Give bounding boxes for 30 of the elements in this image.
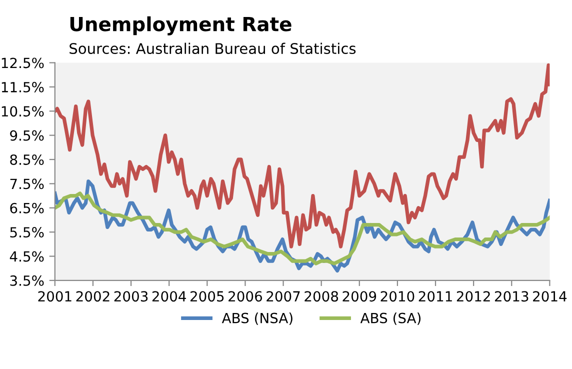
y-tick-label: 6.5%: [10, 202, 44, 214]
legend-label: ABS (SA): [360, 312, 421, 325]
x-tick-label: 2001: [38, 291, 72, 302]
x-tick-label: 2007: [266, 291, 300, 302]
y-tick-label: 12.5%: [2, 58, 44, 68]
x-tick-label: 2013: [494, 291, 528, 302]
x-tick-label: 2014: [533, 291, 567, 302]
x-tick-label: 2012: [456, 291, 490, 302]
y-tick-label: 10.5%: [2, 106, 44, 117]
x-tick-label: 2009: [342, 291, 376, 302]
y-tick-label: 11.5%: [2, 82, 44, 92]
chart-subtitle: Sources: Australian Bureau of Statistics: [70, 42, 356, 54]
x-tick-label: 2011: [418, 291, 452, 302]
line-series: [54, 63, 550, 248]
x-tick-label: 2010: [380, 291, 414, 302]
x-tick-label: 2006: [228, 291, 262, 302]
x-tick-label: 2008: [304, 291, 338, 302]
y-tick-label: 7.5%: [10, 178, 44, 190]
y-tick-label: 8.5%: [10, 154, 44, 165]
x-tick-label: 2002: [76, 291, 110, 302]
legend-label: ABS (NSA): [222, 312, 292, 325]
y-tick-label: 4.5%: [10, 251, 44, 262]
y-tick-label: 5.5%: [10, 227, 44, 238]
x-tick-label: 2005: [190, 291, 224, 302]
y-tick-label: 9.5%: [10, 130, 44, 141]
x-tick-label: 2003: [114, 291, 148, 302]
x-tick-label: 2004: [152, 291, 186, 302]
line-series: [54, 192, 550, 266]
chart-title: Unemployment Rate: [70, 16, 292, 36]
y-tick-label: 3.5%: [10, 275, 44, 286]
